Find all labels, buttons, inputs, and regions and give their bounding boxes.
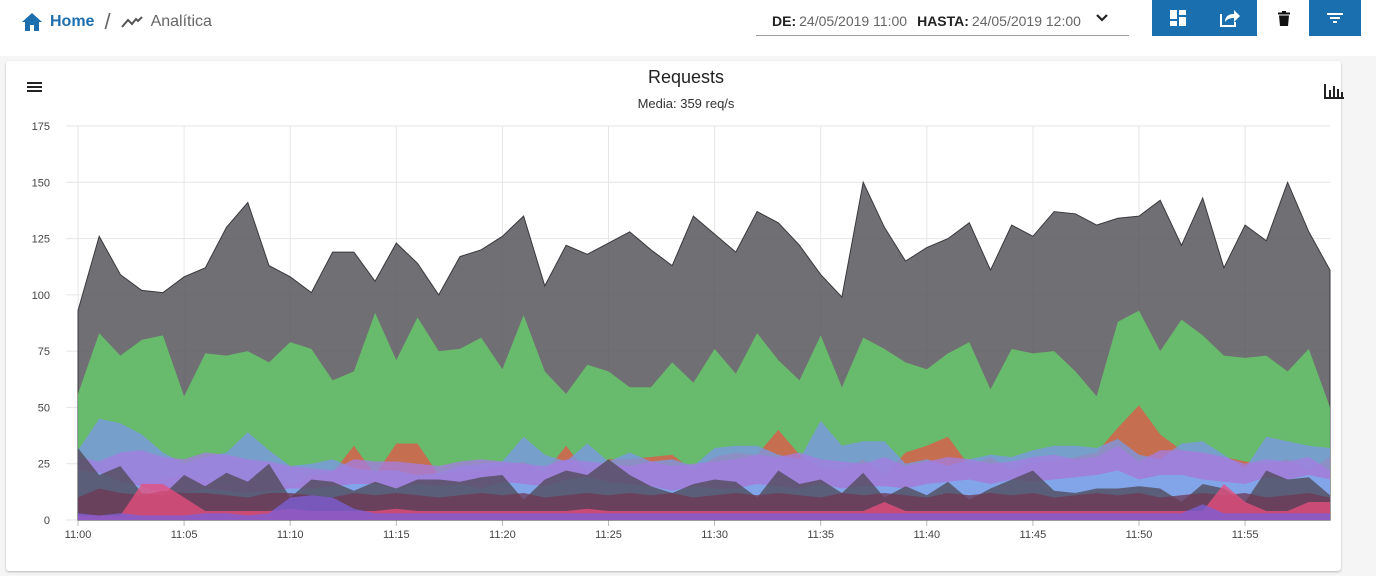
trash-icon [1278,10,1290,26]
date-range-selector[interactable]: DE: 24/05/2019 11:00 HASTA: 24/05/2019 1… [756,6,1129,36]
x-tick-label: 11:30 [701,529,728,541]
menu-icon[interactable] [26,79,46,95]
x-tick-label: 11:15 [383,529,410,541]
x-tick-label: 11:35 [807,529,834,541]
x-tick-label: 11:05 [171,529,198,541]
date-from-label: DE: [772,12,797,29]
top-bar: Home / Analítica DE: 24/05/2019 11:00 HA… [0,0,1376,56]
x-tick-label: 11:45 [1020,529,1047,541]
x-tick-label: 11:50 [1126,529,1153,541]
date-to-value: 24/05/2019 12:00 [971,12,1081,29]
trending-icon [120,16,143,28]
breadcrumb-home-label: Home [50,13,95,30]
breadcrumb-separator: / [104,9,111,34]
chart-subtitle: Media: 359 req/s [637,96,735,111]
y-tick-label: 175 [32,121,50,133]
x-tick-label: 11:10 [277,529,304,541]
x-tick-label: 11:00 [65,529,92,541]
y-tick-label: 0 [44,515,50,527]
date-from-value: 24/05/2019 11:00 [799,12,908,29]
share-button[interactable] [1204,0,1256,36]
y-tick-label: 75 [38,346,50,358]
y-tick-label: 25 [38,459,50,471]
share-icon [1220,10,1240,27]
bar-chart-icon[interactable] [1322,81,1346,101]
y-tick-label: 100 [32,290,50,302]
home-icon [22,13,42,31]
x-tick-label: 11:55 [1232,529,1259,541]
delete-button[interactable] [1272,6,1296,30]
x-tick-label: 11:25 [595,529,622,541]
x-tick-label: 11:20 [489,529,516,541]
area-series-10 [78,495,1330,520]
dashboard-icon [1170,10,1186,26]
chevron-down-icon [1096,14,1108,22]
y-tick-label: 125 [32,234,50,246]
x-tick-label: 11:40 [913,529,940,541]
toolbar-button-group [1152,0,1257,36]
y-tick-label: 50 [38,402,50,414]
breadcrumb-current-label: Analítica [150,13,212,30]
area-series-9 [78,484,1330,520]
filter-icon [1327,13,1343,23]
breadcrumb: Home / Analítica [22,9,212,34]
filter-button[interactable] [1309,0,1361,36]
date-to-label: HASTA: [917,12,969,29]
dashboard-button[interactable] [1152,0,1204,36]
chart-title: Requests [647,67,725,87]
y-tick-label: 150 [32,177,50,189]
breadcrumb-home-link[interactable]: Home [22,13,94,31]
breadcrumb-current: Analítica [120,13,212,31]
